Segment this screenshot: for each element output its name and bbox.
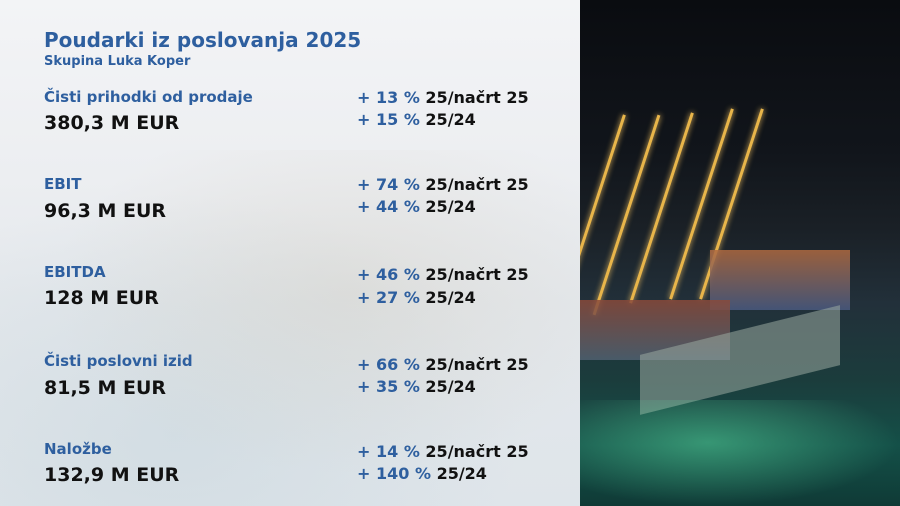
change-vs-prior-year: + 44 % 25/24: [357, 197, 476, 216]
change-percent: + 35 %: [357, 377, 420, 396]
change-basis: 25/24: [425, 377, 476, 396]
metric-value: 132,9 M EUR: [44, 464, 180, 486]
change-vs-prior-year: + 27 % 25/24: [357, 288, 476, 307]
change-vs-plan: + 74 % 25/načrt 25: [357, 175, 529, 194]
metric-label: Čisti poslovni izid: [44, 352, 193, 370]
change-percent: + 46 %: [357, 265, 420, 284]
change-basis: 25/načrt 25: [425, 355, 529, 374]
metric-value: 96,3 M EUR: [44, 200, 167, 222]
metric-label: Čisti prihodki od prodaje: [44, 88, 253, 106]
change-basis: 25/načrt 25: [425, 265, 529, 284]
change-vs-plan: + 66 % 25/načrt 25: [357, 355, 529, 374]
port-night-photo: [580, 0, 900, 506]
change-vs-prior-year: + 140 % 25/24: [357, 464, 487, 483]
metric-label: EBITDA: [44, 263, 106, 281]
metric-label: EBIT: [44, 175, 82, 193]
metric-value: 380,3 M EUR: [44, 112, 180, 134]
change-basis: 25/načrt 25: [425, 442, 529, 461]
change-percent: + 15 %: [357, 110, 420, 129]
change-percent: + 74 %: [357, 175, 420, 194]
change-basis: 25/načrt 25: [425, 88, 529, 107]
slide-subtitle: Skupina Luka Koper: [44, 54, 191, 69]
change-vs-prior-year: + 35 % 25/24: [357, 377, 476, 396]
change-vs-plan: + 46 % 25/načrt 25: [357, 265, 529, 284]
change-percent: + 13 %: [357, 88, 420, 107]
change-percent: + 27 %: [357, 288, 420, 307]
change-percent: + 66 %: [357, 355, 420, 374]
change-vs-plan: + 13 % 25/načrt 25: [357, 88, 529, 107]
metric-label: Naložbe: [44, 440, 112, 458]
change-basis: 25/24: [425, 197, 476, 216]
change-basis: 25/načrt 25: [425, 175, 529, 194]
metric-value: 81,5 M EUR: [44, 377, 167, 399]
change-basis: 25/24: [425, 110, 476, 129]
change-vs-prior-year: + 15 % 25/24: [357, 110, 476, 129]
change-basis: 25/24: [425, 288, 476, 307]
change-percent: + 14 %: [357, 442, 420, 461]
slide-title: Poudarki iz poslovanja 2025: [44, 28, 362, 52]
change-percent: + 44 %: [357, 197, 420, 216]
content-panel: [0, 0, 580, 506]
change-percent: + 140 %: [357, 464, 431, 483]
change-vs-plan: + 14 % 25/načrt 25: [357, 442, 529, 461]
change-basis: 25/24: [436, 464, 487, 483]
metric-value: 128 M EUR: [44, 287, 159, 309]
